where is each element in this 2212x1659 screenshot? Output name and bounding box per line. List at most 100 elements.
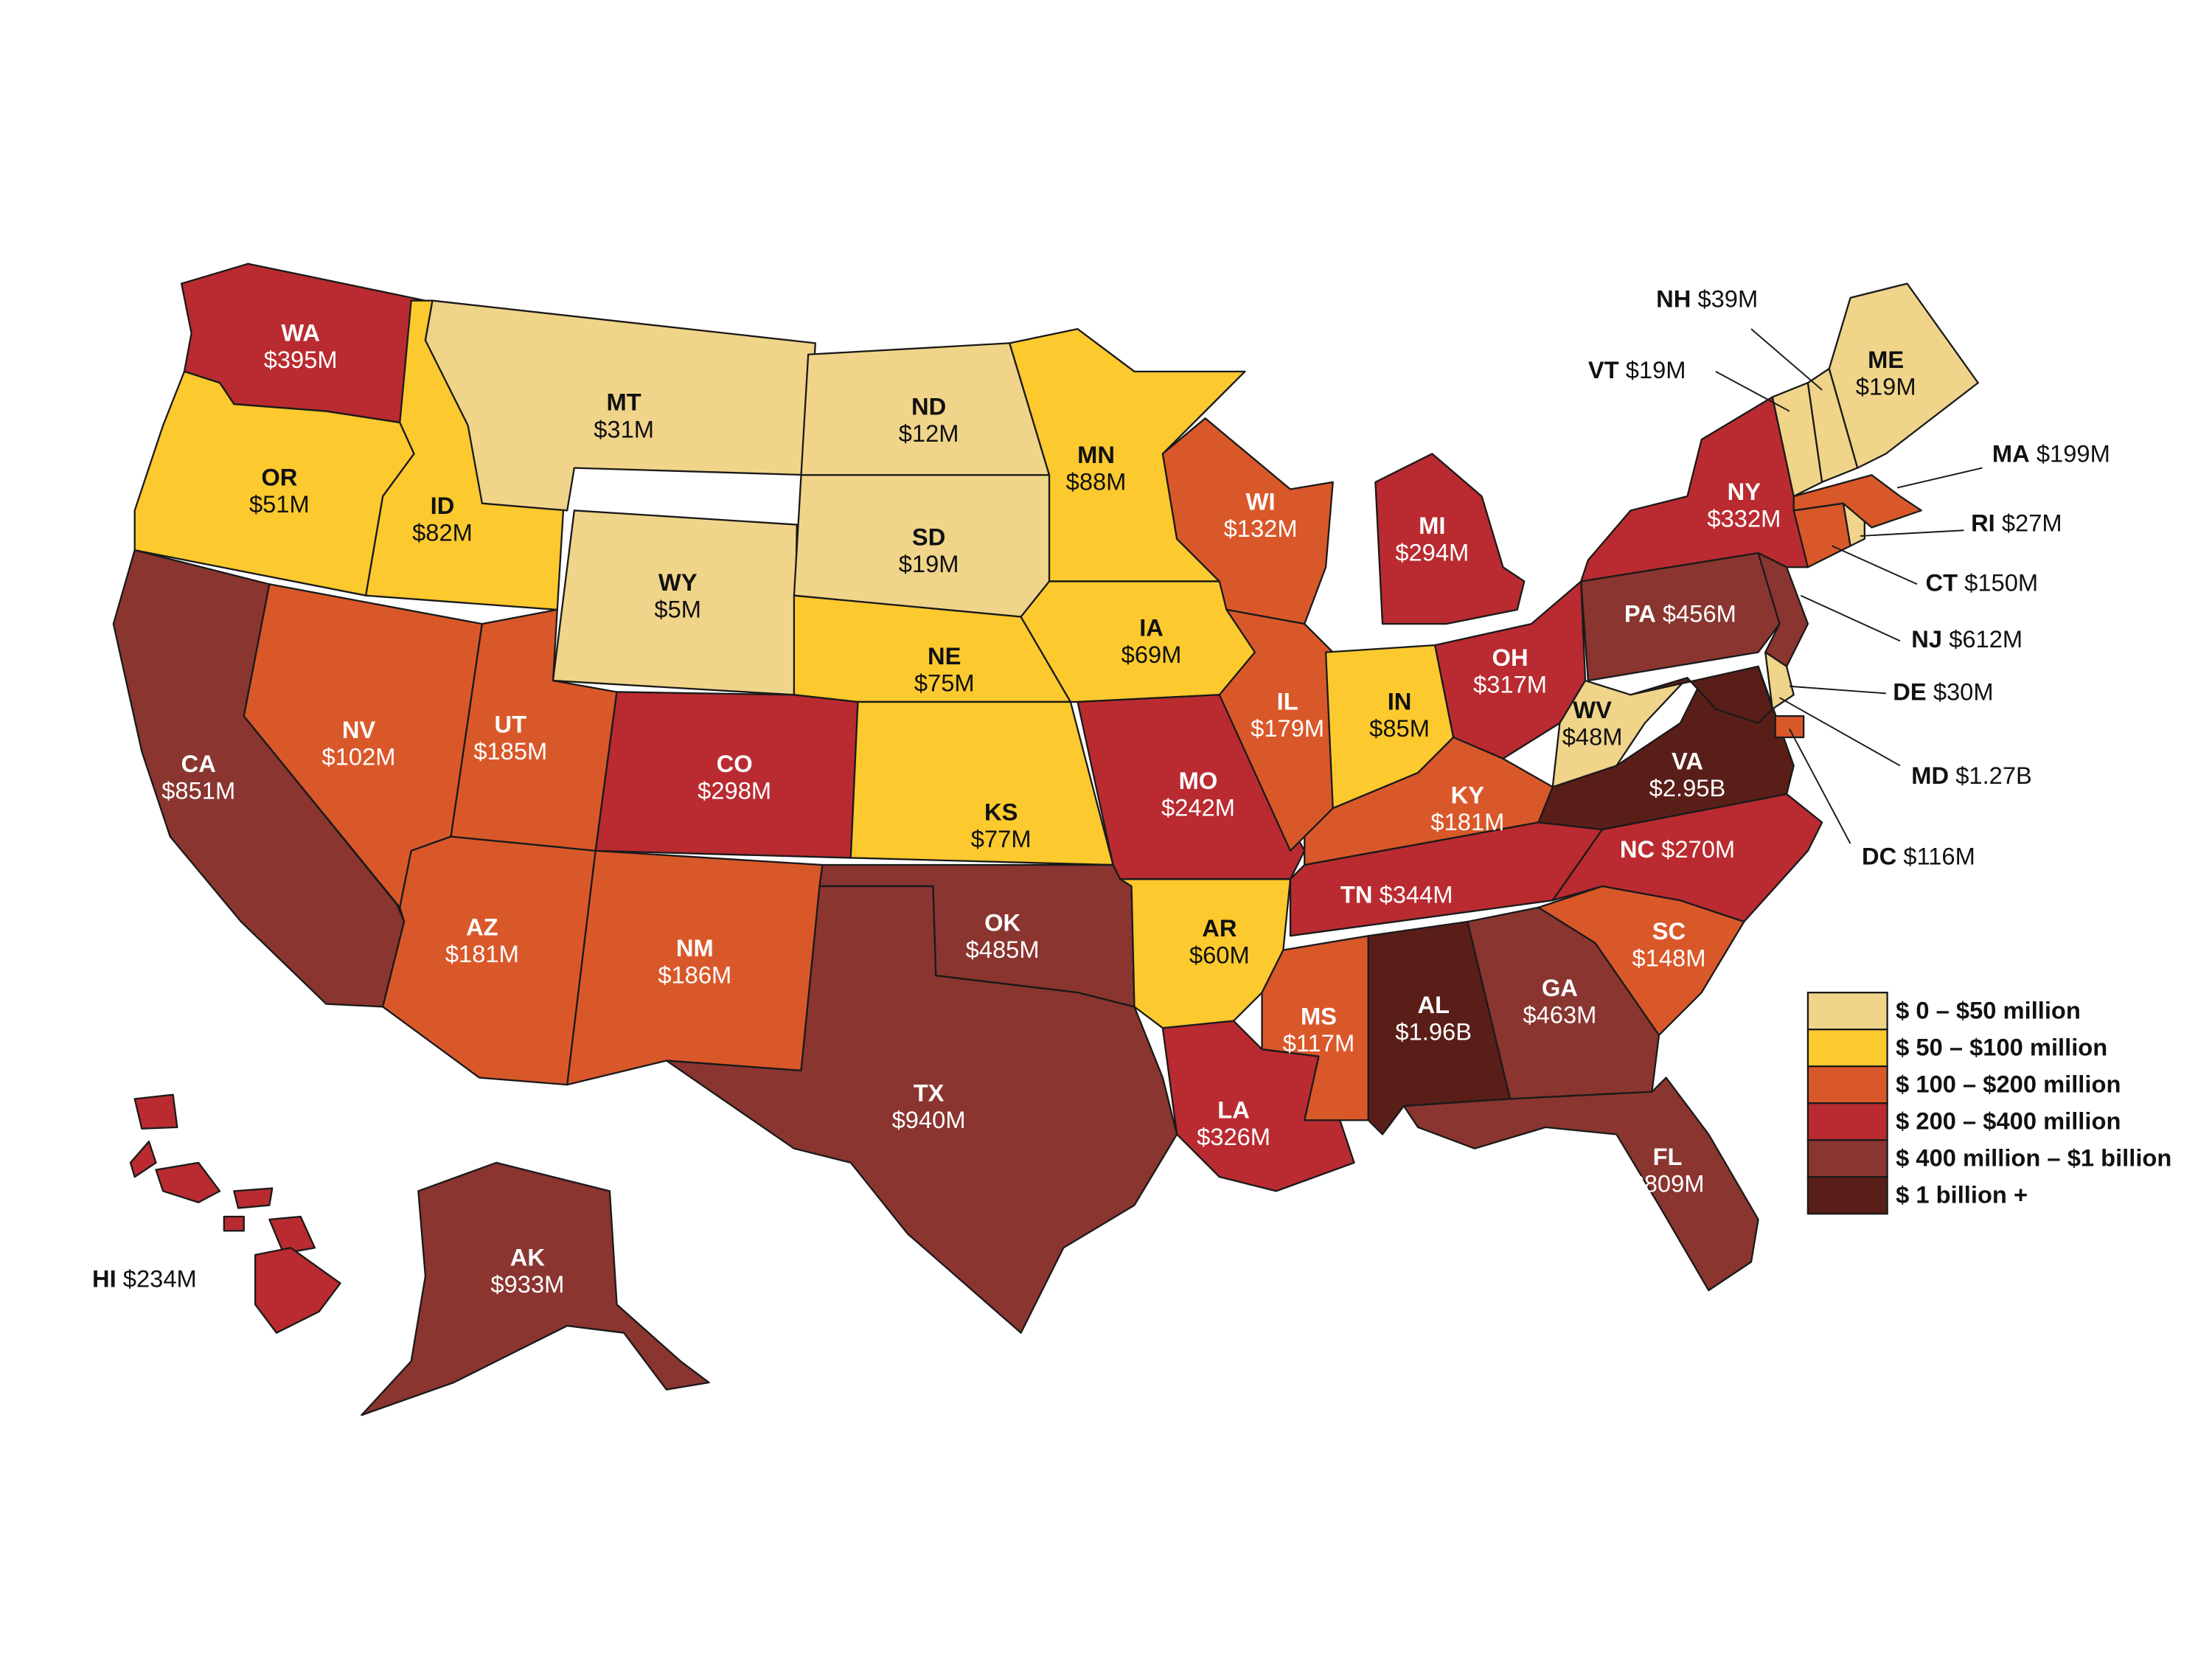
state-amount: $117M xyxy=(1283,1029,1355,1057)
legend-label: $ 100 – $200 million xyxy=(1896,1071,2121,1098)
state-code: OH xyxy=(1492,644,1528,671)
legend-swatch xyxy=(1806,1065,1888,1105)
state-code: FL xyxy=(1653,1143,1683,1170)
state-code: NE xyxy=(928,642,961,669)
state-shape xyxy=(133,1093,178,1130)
state-shape xyxy=(1792,474,1922,529)
state-code: KY xyxy=(1451,781,1485,808)
state-amount: $30M xyxy=(1933,678,1994,705)
legend-swatch xyxy=(1806,992,1888,1031)
legend-label: $ 400 million – $1 billion xyxy=(1896,1144,2171,1172)
legend-label: $ 50 – $100 million xyxy=(1896,1034,2107,1061)
state-amount: $48M xyxy=(1562,723,1623,751)
state-label: TN $344M xyxy=(1340,880,1453,908)
state-shape xyxy=(665,885,1178,1334)
legend-label: $ 0 – $50 million xyxy=(1896,997,2081,1024)
state-amount: $19M xyxy=(1626,355,1686,383)
state-amount: $179M xyxy=(1251,714,1324,742)
state-code: LA xyxy=(1217,1096,1250,1123)
state-label: VT $19M xyxy=(1588,355,1686,383)
state-code: TN xyxy=(1340,880,1373,908)
leader-line xyxy=(1800,594,1901,642)
state-amount: $150M xyxy=(1964,568,2038,596)
state-amount: $186M xyxy=(658,961,731,989)
state-code: DC xyxy=(1862,842,1896,869)
state-amount: $2.95B xyxy=(1649,774,1726,801)
state-code: MN xyxy=(1077,441,1115,468)
state-amount: $298M xyxy=(698,777,771,804)
state-code: PA xyxy=(1624,599,1656,627)
state-amount: $85M xyxy=(1369,714,1430,742)
state-shape xyxy=(233,1187,274,1209)
state-code: AK xyxy=(510,1243,546,1270)
state-code: MS xyxy=(1301,1002,1337,1029)
state-amount: $242M xyxy=(1161,794,1235,821)
state-code: SC xyxy=(1652,917,1686,945)
state-shape xyxy=(1828,282,1979,469)
state-code: KS xyxy=(984,798,1018,825)
state-code: CA xyxy=(181,750,216,777)
state-label: MA $199M xyxy=(1992,439,2110,467)
state-amount: $294M xyxy=(1395,539,1469,566)
leader-line xyxy=(1896,467,1983,489)
state-amount: $75M xyxy=(914,669,975,696)
state-code: ID xyxy=(431,492,455,519)
state-code: WY xyxy=(658,568,698,596)
state-shape xyxy=(1161,417,1334,625)
state-code: NJ xyxy=(1911,625,1942,653)
state-amount: $270M xyxy=(1661,835,1735,862)
state-label: DC $116M xyxy=(1862,842,1975,869)
state-amount: $88M xyxy=(1066,467,1127,495)
legend-swatch xyxy=(1806,1102,1888,1141)
state-code: VT xyxy=(1588,355,1619,383)
state-amount: $463M xyxy=(1523,1001,1596,1028)
state-amount: $456M xyxy=(1663,599,1736,627)
state-code: WA xyxy=(281,319,320,346)
state-amount: $317M xyxy=(1473,670,1547,698)
state-code: MO xyxy=(1179,767,1218,794)
state-code: AL xyxy=(1417,991,1450,1018)
state-code: CO xyxy=(717,750,753,777)
state-code: NM xyxy=(676,934,714,961)
state-code: AR xyxy=(1202,914,1237,942)
state-amount: $234M xyxy=(123,1265,197,1292)
state-amount: $31M xyxy=(594,415,654,442)
state-shape xyxy=(1774,715,1805,739)
state-shape xyxy=(1630,665,1773,724)
state-code: MT xyxy=(607,389,641,416)
state-amount: $12M xyxy=(899,420,959,447)
state-label: NC $270M xyxy=(1620,835,1735,862)
state-label: MD $1.27B xyxy=(1911,761,2032,788)
state-code: UT xyxy=(495,710,527,737)
state-amount: $933M xyxy=(490,1270,564,1298)
state-code: VA xyxy=(1672,747,1703,774)
state-shape xyxy=(361,1161,710,1416)
state-shape xyxy=(223,1215,245,1232)
state-code: WV xyxy=(1573,696,1612,723)
state-code: GA xyxy=(1542,974,1578,1001)
leader-line xyxy=(1778,697,1901,767)
state-amount: $181M xyxy=(445,940,519,967)
state-label: RI $27M xyxy=(1971,509,2062,536)
legend-swatch xyxy=(1806,1139,1888,1178)
state-amount: $39M xyxy=(1697,285,1758,312)
state-label: DE $30M xyxy=(1893,678,1993,705)
state-amount: $344M xyxy=(1380,880,1453,908)
state-amount: $132M xyxy=(1224,515,1298,542)
state-shape xyxy=(254,1247,341,1334)
state-amount: $82M xyxy=(412,519,473,546)
leader-line xyxy=(1832,545,1918,585)
state-code: WI xyxy=(1246,487,1276,515)
state-amount: $199M xyxy=(2037,439,2110,467)
state-amount: $395M xyxy=(264,346,338,373)
leader-line xyxy=(1750,328,1823,391)
state-code: SD xyxy=(912,523,945,550)
state-code: MI xyxy=(1419,512,1445,539)
state-shape xyxy=(129,1140,157,1178)
state-amount: $60M xyxy=(1189,942,1250,969)
state-shape xyxy=(155,1161,221,1203)
state-code: CT xyxy=(1926,568,1958,596)
state-code: IA xyxy=(1139,613,1164,641)
state-shape xyxy=(1580,396,1809,582)
